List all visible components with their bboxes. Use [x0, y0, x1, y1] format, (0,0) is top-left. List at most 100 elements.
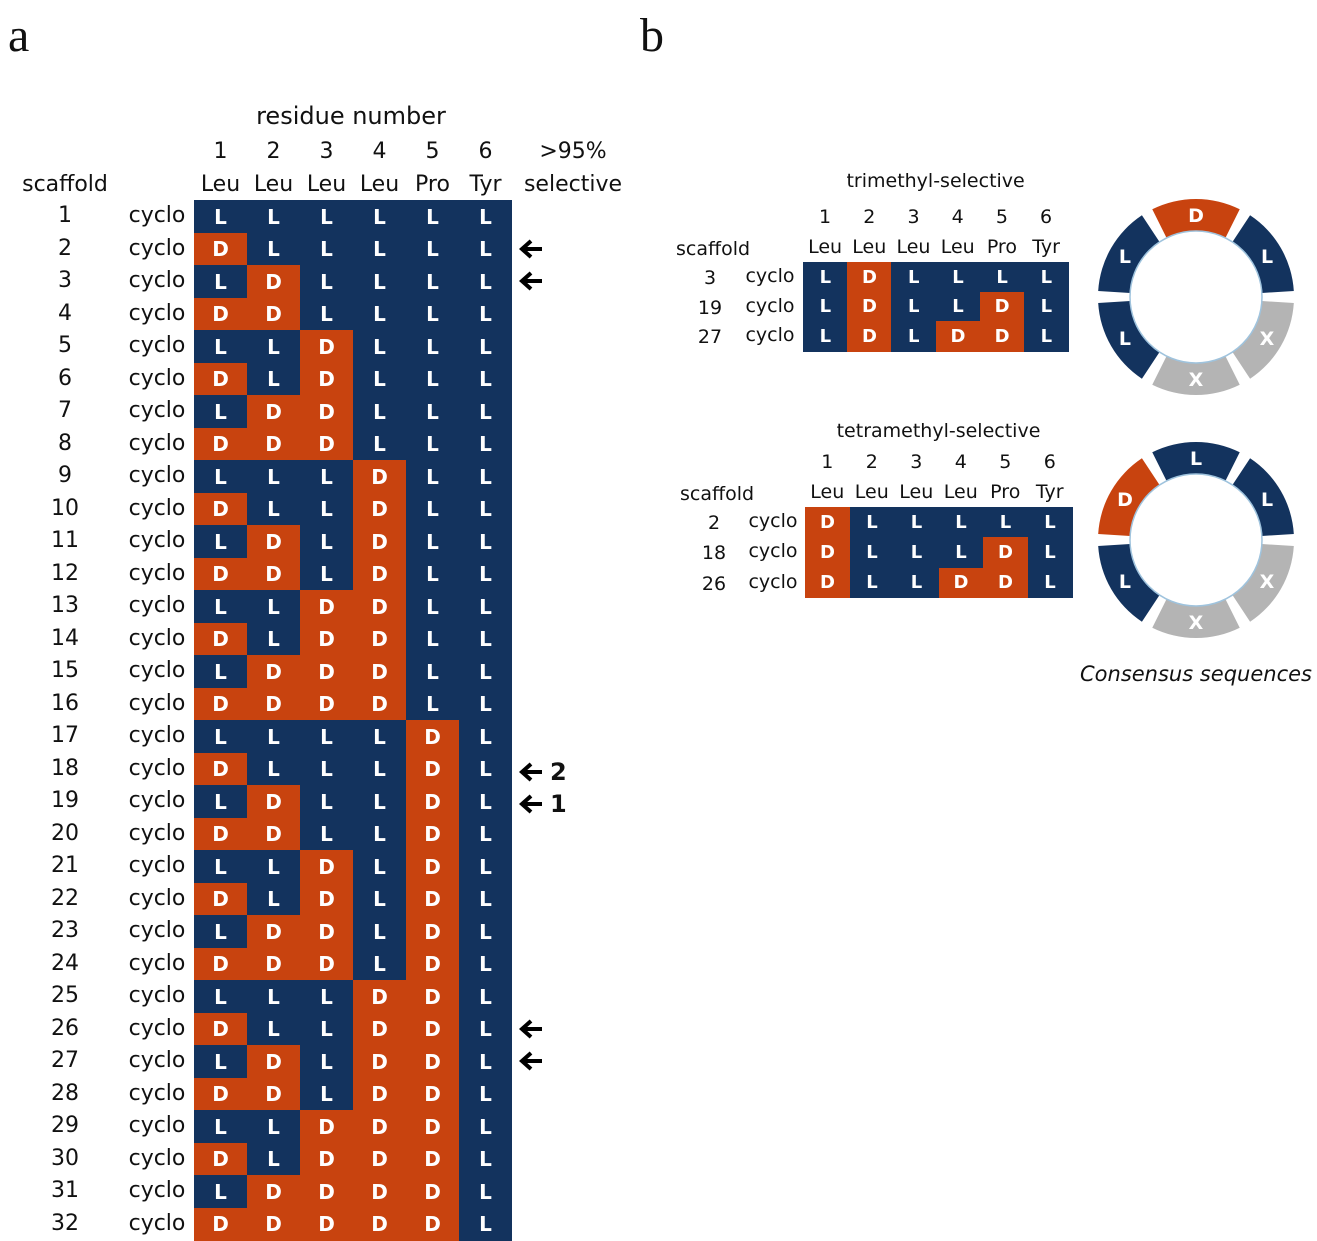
- scaffold-type: cyclo: [745, 324, 795, 347]
- config-cell: D: [194, 687, 247, 721]
- scaffold-number: 3: [703, 267, 717, 289]
- position-number: 2: [865, 451, 878, 473]
- config-cell: D: [300, 395, 353, 428]
- residue-name: Leu: [854, 481, 889, 503]
- config-cell: L: [194, 200, 247, 233]
- ring-segment-label: L: [1261, 246, 1273, 268]
- scaffold-header: scaffold: [676, 238, 751, 260]
- residue-name: Pro: [990, 481, 1021, 503]
- ring-segment-label: L: [1261, 489, 1273, 511]
- scaffold-type: cyclo: [745, 265, 795, 287]
- scaffold-type: cyclo: [128, 365, 186, 391]
- position-number: 3: [319, 139, 334, 164]
- residue-number-header: residue number: [256, 102, 446, 130]
- config-cell: L: [979, 262, 1025, 293]
- config-cell: D: [353, 1175, 406, 1208]
- scaffold-type: cyclo: [745, 294, 795, 317]
- residue-name: Leu: [808, 236, 843, 258]
- config-cell: D: [247, 265, 300, 298]
- scaffold-type: cyclo: [128, 1210, 186, 1236]
- config-cell: L: [459, 622, 512, 656]
- config-cell: L: [406, 492, 459, 526]
- config-cell: L: [353, 330, 406, 363]
- config-cell: L: [459, 297, 512, 331]
- config-cell: D: [353, 980, 406, 1013]
- config-cell: L: [891, 321, 937, 352]
- table-title: trimethyl-selective: [846, 170, 1025, 192]
- config-cell: D: [247, 297, 300, 331]
- config-cell: D: [353, 1045, 406, 1078]
- config-cell: D: [247, 785, 300, 818]
- config-cell: D: [353, 525, 406, 558]
- config-cell: D: [194, 297, 247, 331]
- scaffold-number: 27: [697, 326, 723, 349]
- scaffold-number: 3: [58, 268, 72, 293]
- config-cell: D: [979, 321, 1025, 352]
- config-cell: L: [459, 427, 512, 461]
- config-cell: D: [983, 537, 1028, 569]
- config-cell: L: [1024, 321, 1069, 352]
- config-cell: L: [353, 427, 406, 461]
- config-cell: L: [459, 492, 512, 526]
- config-cell: L: [353, 200, 406, 233]
- config-cell: L: [194, 1045, 247, 1078]
- config-cell: L: [300, 980, 353, 1013]
- config-cell: L: [459, 655, 512, 688]
- consensus-ring: D L X X L L: [1098, 199, 1294, 395]
- scaffold-number: 24: [51, 950, 79, 976]
- config-cell: D: [194, 1077, 247, 1111]
- config-cell: L: [803, 291, 848, 322]
- config-cell: L: [1027, 567, 1073, 599]
- scaffold-number: 1: [58, 203, 72, 228]
- config-cell: L: [353, 915, 406, 948]
- config-cell: D: [805, 567, 850, 599]
- config-cell: D: [353, 1142, 406, 1176]
- config-cell: L: [459, 850, 512, 883]
- config-cell: L: [194, 785, 247, 818]
- scaffold-number: 14: [51, 625, 79, 651]
- config-cell: D: [247, 687, 300, 721]
- config-cell: L: [938, 537, 984, 569]
- config-cell: D: [406, 720, 459, 753]
- left-arrow-icon: [518, 1051, 542, 1071]
- scaffold-type: cyclo: [128, 398, 186, 423]
- scaffold-type: cyclo: [128, 1145, 186, 1171]
- config-cell: L: [247, 492, 300, 526]
- config-cell: L: [194, 395, 247, 428]
- scaffold-number: 20: [51, 820, 79, 846]
- config-cell: D: [847, 321, 892, 352]
- config-cell: L: [406, 200, 459, 233]
- residue-name: Pro: [986, 236, 1017, 258]
- config-cell: L: [406, 557, 459, 591]
- config-cell: D: [194, 1207, 247, 1241]
- config-cell: L: [983, 507, 1028, 538]
- config-cell: L: [459, 817, 512, 851]
- config-cell: L: [300, 525, 353, 558]
- selectivity-arrow: 2: [518, 758, 567, 786]
- ring-segment: [1098, 544, 1160, 622]
- config-cell: L: [247, 1142, 300, 1176]
- config-cell: D: [353, 687, 406, 721]
- config-cell: L: [459, 1142, 512, 1176]
- config-cell: D: [300, 1110, 353, 1143]
- config-cell: L: [406, 265, 459, 298]
- config-cell: D: [406, 1110, 459, 1143]
- scaffold-number: 26: [701, 572, 727, 595]
- config-cell: L: [300, 1077, 353, 1111]
- scaffold-header: scaffold: [22, 172, 108, 197]
- selectivity-arrow: [518, 238, 544, 260]
- config-cell: L: [406, 525, 459, 558]
- config-cell: D: [406, 752, 459, 786]
- config-cell: D: [353, 590, 406, 623]
- left-arrow-icon: [518, 1019, 542, 1038]
- scaffold-type: cyclo: [748, 570, 798, 593]
- scaffold-type: cyclo: [128, 463, 186, 488]
- config-cell: L: [459, 590, 512, 623]
- ring-segment: [1152, 356, 1240, 395]
- config-cell: D: [194, 557, 247, 591]
- config-cell: D: [194, 362, 247, 396]
- config-cell: L: [247, 590, 300, 623]
- position-number: 2: [863, 206, 876, 228]
- config-cell: L: [353, 265, 406, 298]
- ring-segment: [1152, 442, 1240, 481]
